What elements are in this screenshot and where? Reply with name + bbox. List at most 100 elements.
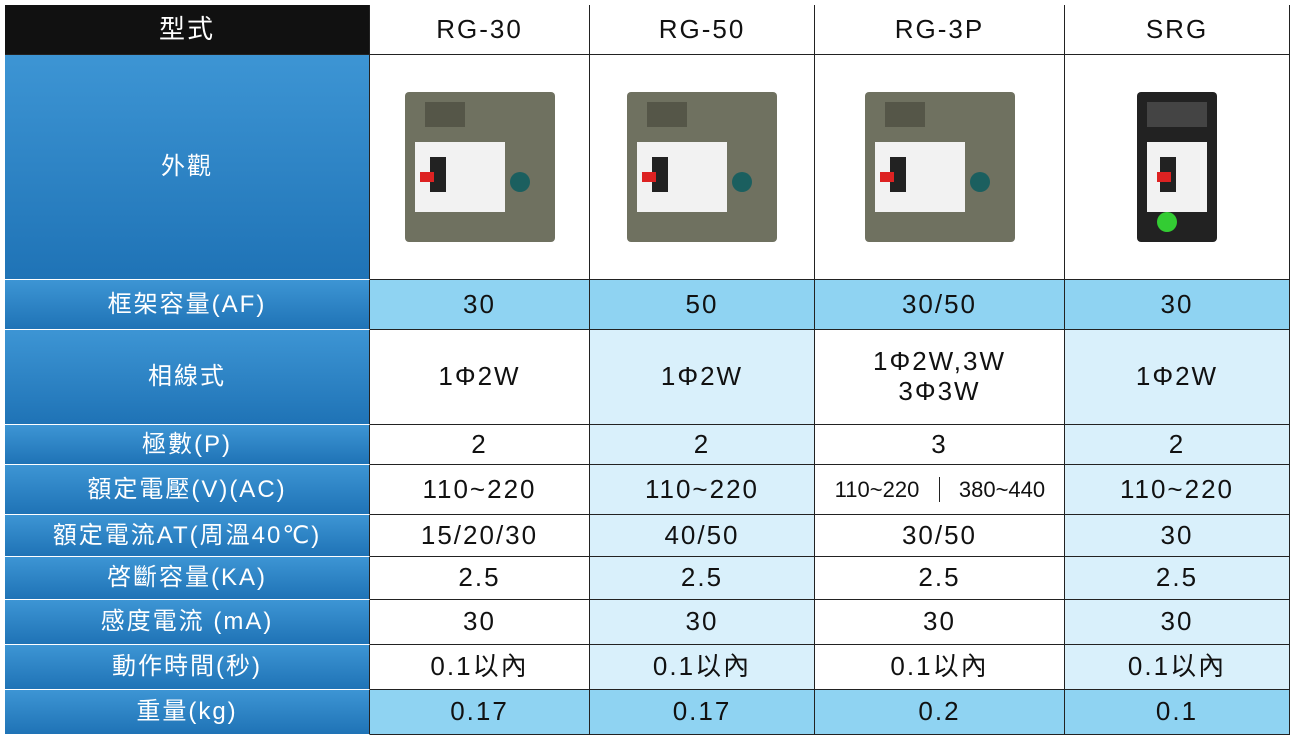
value: 30 xyxy=(1160,288,1194,319)
value: 1Φ2W xyxy=(660,361,744,392)
value: 30/50 xyxy=(901,519,978,550)
value: 2 xyxy=(471,428,488,459)
row-label-cell: 外觀 xyxy=(5,55,370,280)
value-cell: 1Φ2W xyxy=(590,330,815,425)
product-image xyxy=(404,92,555,242)
value-cell: 30/50 xyxy=(815,515,1065,557)
value-cell: 3 xyxy=(815,425,1065,465)
model-name: RG-30 xyxy=(436,13,523,44)
value: 30 xyxy=(1160,606,1194,637)
value-cell: 110~220 xyxy=(590,465,815,515)
value: 1Φ2W xyxy=(1135,361,1219,392)
image-cell xyxy=(1065,55,1290,280)
value-cell: 2 xyxy=(1065,425,1290,465)
row-label: 框架容量(AF) xyxy=(107,290,267,318)
value: 2.5 xyxy=(918,562,961,593)
value: 1Φ2W,3W xyxy=(873,346,1006,377)
value-cell: 1Φ2W xyxy=(1065,330,1290,425)
value: 0.17 xyxy=(672,696,732,727)
value-cell: 0.17 xyxy=(590,690,815,735)
value: 30/50 xyxy=(901,288,978,319)
value-cell: 2 xyxy=(590,425,815,465)
value-cell: 30 xyxy=(590,600,815,645)
header-cell: RG-3P xyxy=(815,5,1065,55)
value: 110~220 xyxy=(834,476,920,502)
spec-table: 型式 RG-30 RG-50 RG-3P SRG 外觀 框架容量(AF) 30 50 30/50… xyxy=(5,5,1290,735)
value: 1Φ2W xyxy=(438,361,521,392)
value: 3 xyxy=(931,428,948,459)
value-cell: 0.1以內 xyxy=(815,645,1065,690)
row-label-cell: 動作時間(秒) xyxy=(5,645,370,690)
row-label: 相線式 xyxy=(148,363,226,391)
value-cell: 15/20/30 xyxy=(370,515,590,557)
model-name: RG-50 xyxy=(658,13,746,44)
product-image xyxy=(864,92,1015,242)
value: 380~440 xyxy=(939,476,1064,503)
header-cell: RG-30 xyxy=(370,5,590,55)
row-label: 外觀 xyxy=(161,153,213,181)
value: 3Φ3W xyxy=(898,376,981,406)
value-cell: 2.5 xyxy=(815,557,1065,600)
row-label: 額定電壓(V)(AC) xyxy=(87,475,287,503)
value: 2 xyxy=(693,428,711,459)
row-label-cell: 感度電流 (mA) xyxy=(5,600,370,645)
row-label: 重量(kg) xyxy=(136,698,238,726)
value-cell: 0.1 xyxy=(1065,690,1290,735)
value: 0.1 xyxy=(1155,696,1199,727)
value-cell: 2.5 xyxy=(370,557,590,600)
value-cell: 30/50 xyxy=(815,280,1065,330)
value: 110~220 xyxy=(644,473,759,504)
value-cell: 30 xyxy=(370,280,590,330)
value: 110~220 xyxy=(422,473,537,504)
value-cell: 1Φ2W xyxy=(370,330,590,425)
value-cell: 30 xyxy=(815,600,1065,645)
value-cell: 30 xyxy=(1065,600,1290,645)
value: 2 xyxy=(1168,428,1186,459)
value-cell: 110~220 xyxy=(370,465,590,515)
value: 0.1以內 xyxy=(1127,651,1227,682)
value: 0.17 xyxy=(450,696,509,727)
value-cell: 110~220 xyxy=(1065,465,1290,515)
value-cell: 1Φ2W,3W 3Φ3W xyxy=(815,330,1065,425)
value-cell: 0.1以內 xyxy=(1065,645,1290,690)
row-label-cell: 相線式 xyxy=(5,330,370,425)
header-title: 型式 xyxy=(158,13,215,44)
row-label-cell: 額定電流AT(周溫40℃) xyxy=(5,515,370,557)
row-label-cell: 重量(kg) xyxy=(5,690,370,735)
row-label-cell: 極數(P) xyxy=(5,425,370,465)
value: 2.5 xyxy=(680,562,724,593)
value-cell: 2.5 xyxy=(1065,557,1290,600)
value-cell: 30 xyxy=(1065,515,1290,557)
value: 30 xyxy=(463,288,496,319)
value: 40/50 xyxy=(664,519,740,550)
value-cell: 0.1以內 xyxy=(370,645,590,690)
row-label-cell: 額定電壓(V)(AC) xyxy=(5,465,370,515)
value: 30 xyxy=(1160,519,1194,550)
header-cell: RG-50 xyxy=(590,5,815,55)
value-cell: 0.17 xyxy=(370,690,590,735)
product-image xyxy=(1137,92,1217,242)
value-cell: 110~220 380~440 xyxy=(815,465,1065,515)
value: 0.1以內 xyxy=(430,651,529,682)
value: 0.1以內 xyxy=(890,651,989,682)
row-label: 額定電流AT(周溫40℃) xyxy=(52,521,322,549)
value-cell: 40/50 xyxy=(590,515,815,557)
row-label: 極數(P) xyxy=(142,430,232,458)
value-cell: 50 xyxy=(590,280,815,330)
model-name: SRG xyxy=(1145,13,1209,44)
value: 50 xyxy=(685,288,719,319)
row-label: 啓斷容量(KA) xyxy=(107,564,267,592)
value-cell: 0.2 xyxy=(815,690,1065,735)
value: 2.5 xyxy=(1155,562,1199,593)
value-cell: 0.1以內 xyxy=(590,645,815,690)
value: 0.2 xyxy=(918,696,961,727)
row-label-cell: 啓斷容量(KA) xyxy=(5,557,370,600)
image-cell xyxy=(370,55,590,280)
value-cell: 30 xyxy=(370,600,590,645)
value-cell: 2 xyxy=(370,425,590,465)
header-cell: SRG xyxy=(1065,5,1290,55)
model-name: RG-3P xyxy=(894,13,985,44)
header-cell: 型式 xyxy=(5,5,370,55)
value: 2.5 xyxy=(458,562,501,593)
